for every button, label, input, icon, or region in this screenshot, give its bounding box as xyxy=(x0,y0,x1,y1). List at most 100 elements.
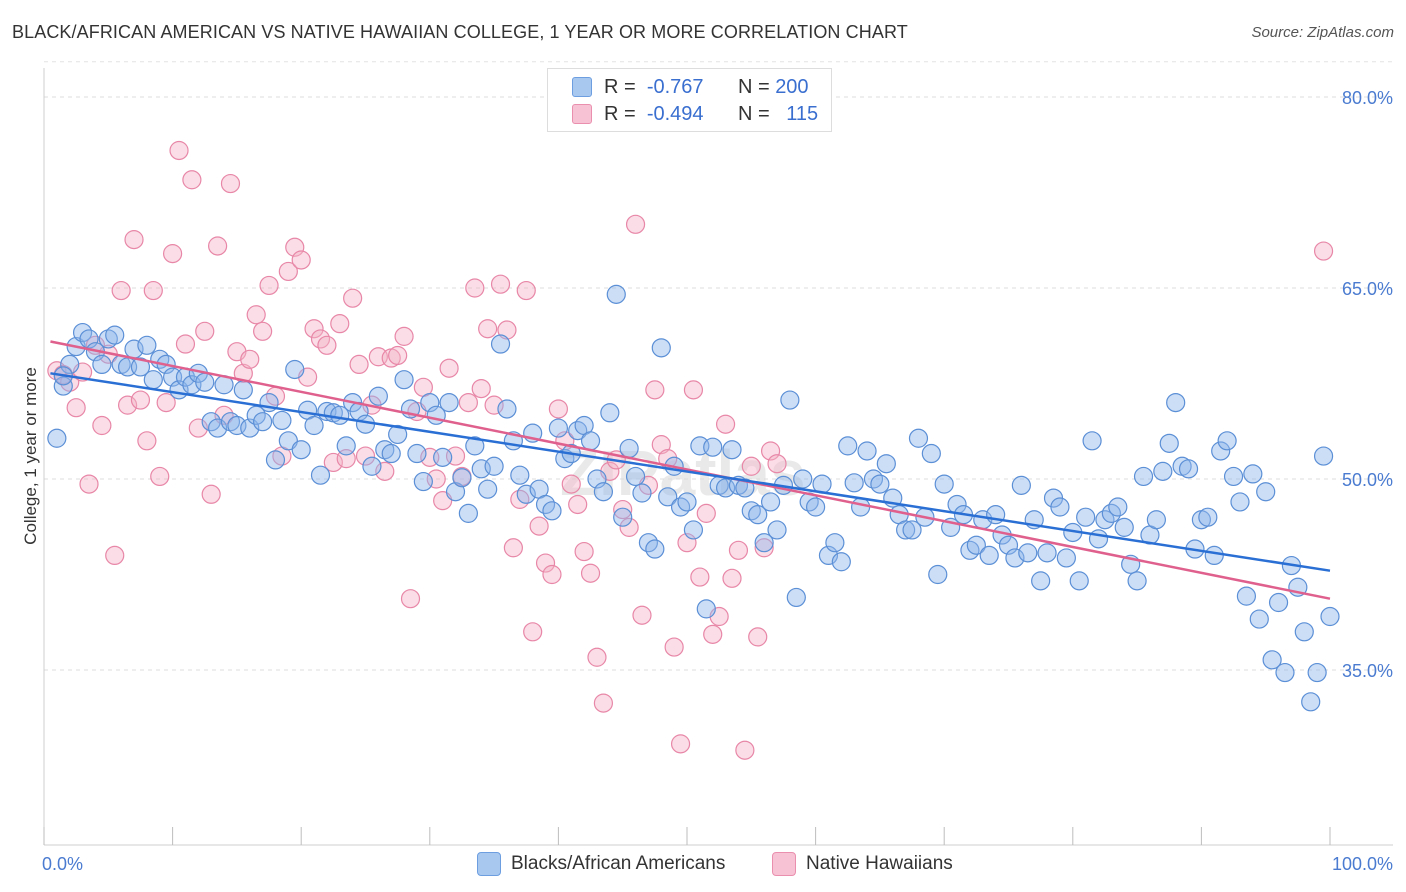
native-hawaiian-point xyxy=(111,280,131,301)
blacks-trend-line xyxy=(50,372,1331,572)
native-hawaiian-point xyxy=(355,446,376,466)
native-hawaiian-point xyxy=(465,278,485,298)
black-point xyxy=(304,415,324,436)
black-point xyxy=(433,447,453,467)
native-hawaiian-point xyxy=(754,538,774,558)
legend-swatch-pink xyxy=(572,104,592,124)
native-hawaiian-point xyxy=(471,378,491,399)
bottom-legend-hawaiians: Native Hawaiians xyxy=(772,850,953,878)
black-point xyxy=(1236,586,1257,606)
native-hawaiians-trend-line xyxy=(50,340,1331,600)
black-point xyxy=(760,492,781,512)
black-point xyxy=(780,390,800,410)
black-point xyxy=(580,431,601,451)
native-hawaiian-point xyxy=(246,305,266,325)
black-point xyxy=(1050,497,1070,517)
black-point xyxy=(908,428,929,448)
black-point xyxy=(651,338,671,358)
native-hawaiian-point xyxy=(722,568,742,588)
y-tick-label: 65.0% xyxy=(1342,279,1393,299)
black-point xyxy=(748,505,768,525)
black-point xyxy=(1294,622,1314,642)
native-hawaiian-point xyxy=(664,637,684,657)
black-point xyxy=(458,503,478,523)
native-hawaiian-point xyxy=(66,398,86,418)
black-point xyxy=(767,520,787,540)
black-point xyxy=(1153,461,1173,481)
native-hawaiian-point xyxy=(696,503,716,523)
black-point xyxy=(600,403,620,423)
native-hawaiian-point xyxy=(593,693,614,713)
black-point xyxy=(407,443,427,464)
native-hawaiian-point xyxy=(259,275,279,296)
bottom-legend-label: Blacks/African Americans xyxy=(511,853,726,874)
legend-swatch-blue xyxy=(572,77,592,97)
native-hawaiian-point xyxy=(548,399,569,419)
black-point xyxy=(465,436,485,456)
native-hawaiian-point xyxy=(291,250,311,270)
black-point xyxy=(1262,650,1282,670)
black-point xyxy=(568,421,588,441)
black-point xyxy=(1243,464,1263,484)
native-hawaiian-point xyxy=(92,415,112,436)
trend-lines xyxy=(50,340,1331,600)
black-point xyxy=(838,436,858,456)
black-point xyxy=(1301,692,1321,712)
native-hawaiian-point xyxy=(137,431,157,451)
y-tick-label: 35.0% xyxy=(1342,661,1393,681)
native-hawaiian-point xyxy=(349,354,369,374)
native-hawaiian-point xyxy=(439,358,459,378)
axes xyxy=(43,68,1393,846)
black-point xyxy=(310,465,331,485)
native-hawaiian-point xyxy=(741,456,761,476)
black-point xyxy=(143,370,163,390)
black-point xyxy=(452,468,472,488)
native-hawaiian-point xyxy=(182,170,202,190)
native-hawaiian-point xyxy=(150,466,170,487)
bottom-swatch-pink xyxy=(772,852,796,876)
native-hawaiian-point xyxy=(375,461,395,481)
black-point xyxy=(130,357,151,377)
black-point xyxy=(1069,571,1089,591)
native-hawaiian-point xyxy=(278,261,298,282)
native-hawaiian-point xyxy=(163,244,183,264)
black-point xyxy=(902,520,922,540)
black-point xyxy=(1082,431,1102,451)
black-point xyxy=(1005,548,1025,568)
native-hawaiian-point xyxy=(670,734,691,754)
black-point xyxy=(362,456,382,476)
black-point xyxy=(1313,446,1334,466)
black-point xyxy=(1307,662,1327,683)
black-point xyxy=(703,437,723,457)
black-point xyxy=(1108,497,1128,517)
native-hawaiian-point xyxy=(220,173,241,194)
native-hawaiian-point xyxy=(683,380,704,400)
native-hawaiian-point xyxy=(574,541,594,562)
native-hawaiian-point xyxy=(715,414,736,434)
black-point xyxy=(1275,662,1295,683)
native-hawaiian-point xyxy=(330,314,350,334)
black-point xyxy=(934,474,954,494)
black-point xyxy=(394,370,414,390)
black-point xyxy=(355,414,376,434)
native-hawaiian-point xyxy=(343,288,363,308)
native-hawaiian-point xyxy=(124,230,144,250)
native-hawaiian-point xyxy=(79,474,99,494)
black-point xyxy=(1268,592,1289,613)
black-point xyxy=(253,412,273,432)
black-point xyxy=(979,545,999,566)
black-point xyxy=(60,354,80,374)
bottom-legend-label: Native Hawaiians xyxy=(806,853,953,874)
native-hawaiian-point xyxy=(632,605,652,625)
black-point xyxy=(53,376,73,396)
black-point xyxy=(272,410,292,431)
black-point xyxy=(233,380,253,400)
source-label: Source: ZipAtlas.com xyxy=(1251,24,1394,41)
native-hawaiian-point xyxy=(317,335,337,355)
legend-row-hawaiians: R = -0.494 N = 115 xyxy=(572,102,818,126)
black-point xyxy=(851,497,871,517)
native-hawaiian-point xyxy=(490,274,511,294)
black-point xyxy=(1133,466,1154,487)
black-point xyxy=(137,335,157,355)
black-point xyxy=(336,436,356,456)
